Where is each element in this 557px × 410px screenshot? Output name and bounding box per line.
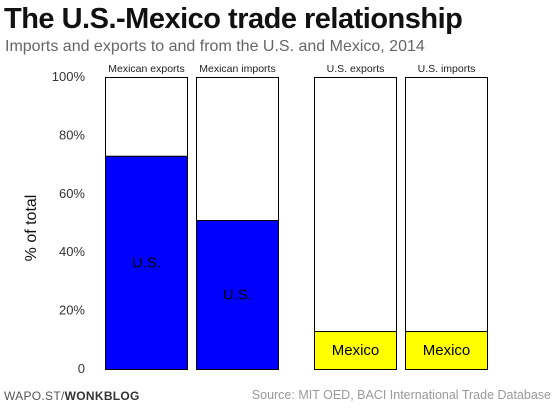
segment-label-u-s-imports: Mexico	[423, 342, 471, 359]
y-tick-label: 100%	[52, 69, 86, 84]
bar-mexican-exports	[105, 155, 188, 370]
footer-source: Source: MIT OED, BACI International Trad…	[251, 388, 551, 402]
category-label-u-s-exports: U.S. exports	[327, 63, 385, 75]
y-tick-label: 60%	[59, 186, 85, 201]
bars: Mexican exports U.S. Mexican imports U.S. U.…	[105, 63, 488, 371]
y-tick-label: 40%	[59, 244, 85, 259]
segment-label-u-s-exports: Mexico	[332, 342, 380, 359]
brand-prefix: WAPO.ST/	[4, 389, 65, 403]
bar-mexican-imports	[196, 220, 279, 370]
chart-subtitle: Imports and exports to and from the U.S.…	[5, 38, 425, 55]
category-label-u-s-imports: U.S. imports	[418, 63, 476, 75]
y-axis-ticks: 0 20% 40% 60% 80% 100%	[52, 69, 86, 376]
bar-remainder-mexican-imports	[196, 77, 279, 222]
footer-brand: WAPO.ST/WONKBLOG	[4, 389, 140, 403]
bar-remainder-u-s-imports	[405, 77, 488, 333]
y-tick-label: 0	[78, 361, 85, 376]
category-label-mexican-exports: Mexican exports	[108, 63, 184, 75]
segment-label-mexican-exports: U.S.	[132, 254, 161, 271]
category-label-mexican-imports: Mexican imports	[199, 63, 275, 75]
y-axis-label: % of total	[23, 195, 40, 262]
bar-remainder-mexican-exports	[105, 77, 188, 157]
y-tick-label: 80%	[59, 127, 85, 142]
bar-u-s-imports	[405, 331, 488, 371]
bar-u-s-exports	[314, 331, 397, 371]
segment-label-mexican-imports: U.S.	[223, 287, 252, 304]
brand-name: WONKBLOG	[64, 389, 140, 403]
chart-title: The U.S.-Mexico trade relationship	[4, 3, 463, 35]
y-tick-label: 20%	[59, 303, 85, 318]
bar-remainder-u-s-exports	[314, 77, 397, 333]
